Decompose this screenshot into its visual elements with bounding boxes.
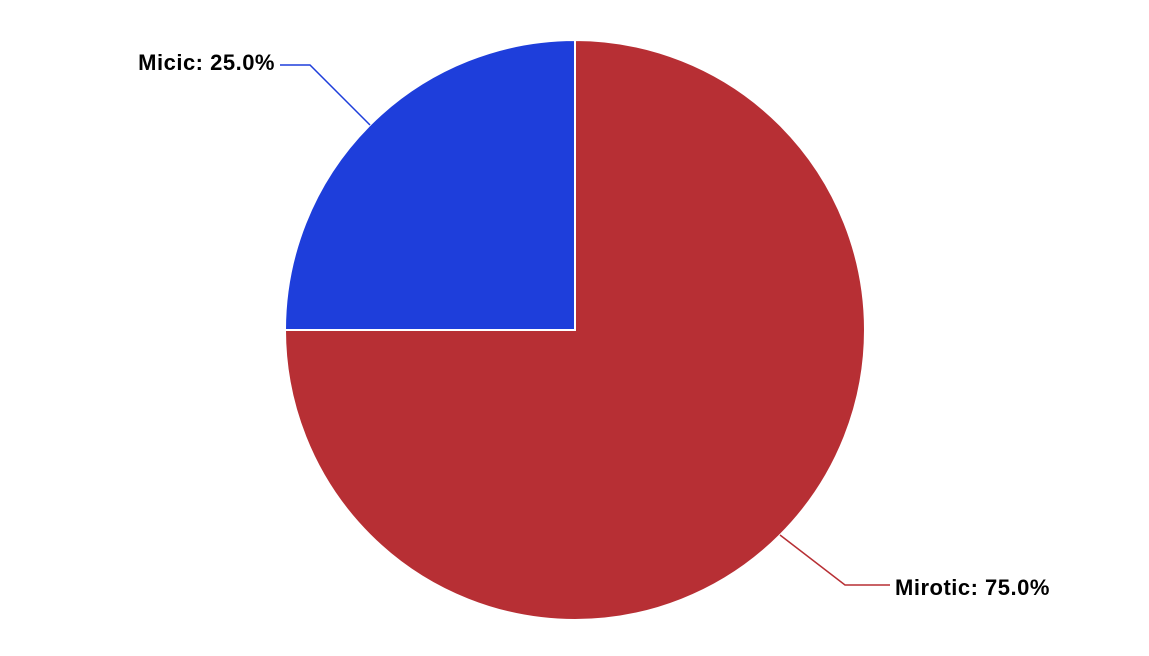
slice-label-micic: Micic: 25.0% [138, 50, 275, 75]
leader-line-mirotic [780, 535, 890, 585]
slice-label-mirotic: Mirotic: 75.0% [895, 575, 1050, 600]
pie-chart: Mirotic: 75.0% Micic: 25.0% [0, 0, 1149, 656]
pie-slices [285, 40, 865, 620]
leader-line-micic [280, 65, 370, 125]
